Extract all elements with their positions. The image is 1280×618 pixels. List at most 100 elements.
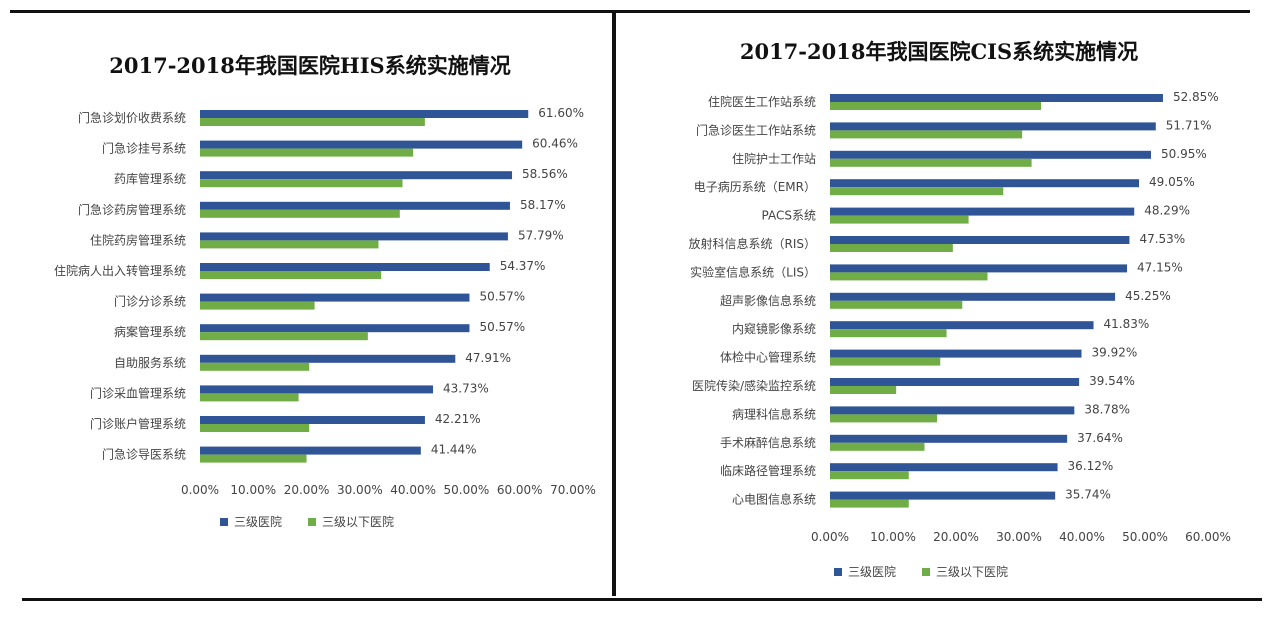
cis-bar-tertiary: [830, 150, 1151, 159]
cis-bar-tertiary: [830, 406, 1075, 415]
cis-legend-swatch: [922, 568, 930, 576]
his-bar-below-tertiary: [200, 118, 425, 126]
his-bar-tertiary: [200, 110, 529, 118]
his-chart-panel: 2017-2018年我国医院HIS系统实施情况 门急诊划价收费系统 61.60% 门…: [10, 14, 610, 596]
cis-x-tick-label: 20.00%: [933, 530, 979, 544]
cis-data-label: 52.85%: [1173, 90, 1219, 104]
his-bar-tertiary: [200, 171, 513, 180]
cis-chart-panel: 2017-2018年我国医院CIS系统实施情况 住院医生工作站系统 52.85% 门…: [616, 14, 1262, 596]
cis-bar-tertiary: [830, 264, 1128, 273]
his-data-label: 61.60%: [538, 106, 584, 120]
his-bar-tertiary: [200, 201, 510, 210]
his-legend-swatch: [220, 518, 228, 526]
cis-data-label: 49.05%: [1149, 175, 1195, 189]
cis-category-label: 病理科信息系统: [732, 406, 816, 421]
cis-bar-below-tertiary: [830, 102, 1042, 110]
cis-bar-below-tertiary: [830, 414, 938, 423]
cis-bar-tertiary: [830, 207, 1135, 216]
cis-data-label: 37.64%: [1077, 431, 1123, 445]
his-data-label: 50.57%: [479, 320, 525, 334]
bottom-rule: [22, 598, 1262, 601]
cis-category-label: 医院传染/感染监控系统: [692, 378, 816, 393]
his-bar-below-tertiary: [200, 240, 379, 249]
cis-bar-tertiary: [830, 122, 1156, 131]
cis-bar-tertiary: [830, 94, 1163, 102]
his-bar-tertiary: [200, 324, 470, 333]
his-x-tick-label: 0.00%: [181, 483, 219, 497]
his-data-label: 60.46%: [532, 137, 578, 151]
cis-bar-below-tertiary: [830, 300, 963, 309]
cis-data-label: 39.54%: [1089, 374, 1135, 388]
cis-bar-below-tertiary: [830, 357, 941, 366]
cis-bar-tertiary: [830, 236, 1130, 244]
his-legend-label: 三级医院: [234, 515, 282, 529]
his-bar-tertiary: [200, 293, 470, 302]
his-x-tick-label: 20.00%: [284, 483, 330, 497]
cis-category-label: 住院护士工作站: [732, 152, 816, 166]
his-data-label: 47.91%: [465, 351, 511, 365]
cis-bar-below-tertiary: [830, 442, 925, 451]
his-x-tick-label: 50.00%: [444, 483, 490, 497]
cis-data-label: 45.25%: [1125, 289, 1171, 303]
his-category-label: 门诊分诊系统: [114, 294, 186, 309]
cis-data-label: 36.12%: [1068, 459, 1114, 473]
his-category-label: 住院药房管理系统: [90, 232, 186, 247]
cis-bar-tertiary: [830, 378, 1080, 386]
cis-x-tick-label: 50.00%: [1122, 530, 1168, 544]
his-bar-tertiary: [200, 416, 425, 424]
cis-category-label: 电子病历系统（EMR）: [694, 179, 816, 194]
his-data-label: 58.17%: [520, 198, 566, 212]
cis-x-tick-label: 0.00%: [811, 530, 849, 544]
his-bar-below-tertiary: [200, 393, 299, 402]
his-chart-svg: 门急诊划价收费系统 61.60% 门急诊挂号系统 60.46% 药库管理系统 58.56%…: [54, 106, 596, 529]
his-category-label: 药库管理系统: [114, 171, 186, 186]
his-data-label: 42.21%: [435, 412, 481, 426]
cis-bar-tertiary: [830, 292, 1116, 301]
his-category-label: 门急诊划价收费系统: [78, 110, 186, 125]
his-bar-tertiary: [200, 446, 421, 455]
panel-divider: [612, 12, 616, 596]
cis-x-tick-label: 60.00%: [1185, 530, 1231, 544]
cis-category-label: 放射科信息系统（RIS）: [689, 236, 817, 251]
cis-bar-tertiary: [830, 463, 1058, 472]
his-x-tick-label: 40.00%: [390, 483, 436, 497]
cis-category-label: 住院医生工作站系统: [708, 95, 816, 109]
his-x-tick-label: 60.00%: [497, 483, 543, 497]
cis-bar-tertiary: [830, 491, 1056, 500]
his-bar-tertiary: [200, 354, 456, 363]
his-bar-tertiary: [200, 263, 490, 271]
cis-category-label: PACS系统: [762, 209, 816, 223]
his-bar-tertiary: [200, 140, 523, 149]
his-data-label: 41.44%: [431, 443, 477, 457]
cis-category-label: 心电图信息系统: [732, 492, 816, 507]
cis-data-label: 38.78%: [1084, 402, 1130, 416]
his-legend-swatch: [308, 518, 316, 526]
cis-category-label: 超声影像信息系统: [720, 293, 816, 308]
his-data-label: 57.79%: [518, 228, 564, 242]
cis-category-label: 手术麻醉信息系统: [720, 435, 816, 450]
his-bar-below-tertiary: [200, 271, 382, 279]
his-bar-below-tertiary: [200, 301, 315, 310]
cis-category-label: 门急诊医生工作站系统: [696, 122, 816, 137]
cis-bar-below-tertiary: [830, 471, 909, 480]
cis-bar-tertiary: [830, 434, 1068, 443]
cis-x-tick-label: 40.00%: [1059, 530, 1105, 544]
cis-data-label: 47.15%: [1137, 260, 1183, 274]
cis-legend-label: 三级医院: [848, 565, 896, 579]
cis-legend-swatch: [834, 568, 842, 576]
cis-data-label: 51.71%: [1166, 118, 1212, 132]
cis-x-tick-label: 10.00%: [870, 530, 916, 544]
cis-bar-below-tertiary: [830, 272, 988, 281]
his-category-label: 门急诊挂号系统: [102, 141, 186, 156]
cis-data-label: 35.74%: [1065, 488, 1111, 502]
cis-bar-below-tertiary: [830, 130, 1023, 139]
cis-bar-below-tertiary: [830, 158, 1032, 167]
his-legend-label: 三级以下医院: [322, 515, 394, 529]
his-bar-tertiary: [200, 385, 434, 394]
his-bar-below-tertiary: [200, 179, 403, 188]
his-category-label: 病案管理系统: [114, 324, 186, 339]
his-category-label: 住院病人出入转管理系统: [54, 263, 186, 278]
cis-chart-title: 2017-2018年我国医院CIS系统实施情况: [739, 39, 1139, 64]
cis-data-label: 48.29%: [1144, 204, 1190, 218]
his-category-label: 门急诊药房管理系统: [78, 202, 186, 217]
